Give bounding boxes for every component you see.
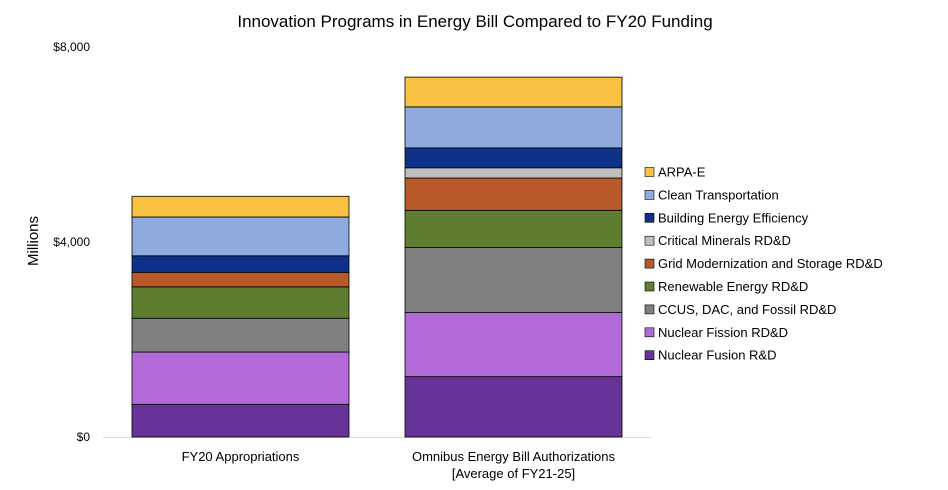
bar-segment <box>131 351 350 405</box>
legend: ARPA-E Clean Transportation Building Energ… <box>644 165 883 363</box>
legend-item: Renewable Energy RD&D <box>644 279 808 294</box>
legend-swatch <box>644 350 655 361</box>
y-tick-label: $0 <box>77 430 91 444</box>
category-label: [Average of FY21-25] <box>452 466 575 481</box>
bar-segment <box>404 209 623 248</box>
bar-segment <box>131 403 350 438</box>
bar-segment <box>131 195 350 218</box>
legend-item: Grid Modernization and Storage RD&D <box>644 256 883 271</box>
bar-segment <box>404 312 623 378</box>
y-axis-title: Millions <box>25 216 42 266</box>
legend-swatch <box>644 258 655 269</box>
legend-swatch <box>644 167 655 177</box>
bar-segment <box>131 255 350 273</box>
legend-item: Nuclear Fusion R&D <box>644 348 777 363</box>
y-tick-label: $4,000 <box>53 235 90 249</box>
legend-label: Critical Minerals RD&D <box>658 233 791 248</box>
legend-label: CCUS, DAC, and Fossil RD&D <box>658 302 836 317</box>
legend-label: Building Energy Efficiency <box>658 210 809 225</box>
category-labels: FY20 Appropriations Omnibus Energy Bill A… <box>182 449 616 481</box>
legend-item: CCUS, DAC, and Fossil RD&D <box>644 302 836 317</box>
legend-swatch <box>644 304 655 315</box>
bar-segment <box>131 216 350 257</box>
legend-label: Renewable Energy RD&D <box>658 279 808 294</box>
legend-swatch <box>644 327 655 338</box>
category-label: Omnibus Energy Bill Authorizations <box>412 449 616 464</box>
category-label: FY20 Appropriations <box>182 449 300 464</box>
bar-segment <box>404 167 623 179</box>
legend-item: Nuclear Fission RD&D <box>644 325 788 340</box>
bar-segment <box>404 376 623 438</box>
legend-label: Nuclear Fusion R&D <box>658 348 777 363</box>
legend-swatch <box>644 281 655 292</box>
chart-title: Innovation Programs in Energy Bill Compa… <box>237 12 712 31</box>
bar-segment <box>131 271 350 288</box>
legend-swatch <box>644 235 655 246</box>
legend-label: Grid Modernization and Storage RD&D <box>658 256 883 271</box>
bar-segment <box>404 76 623 108</box>
legend-swatch <box>644 190 655 200</box>
bar-segment <box>404 106 623 149</box>
legend-label: ARPA-E <box>658 165 706 180</box>
bar-segment <box>404 177 623 211</box>
bar-segment <box>404 147 623 169</box>
y-tick-label: $8,000 <box>53 40 90 54</box>
bar-segment <box>131 286 350 319</box>
bar-stacks <box>131 76 623 438</box>
bar-segment <box>131 317 350 353</box>
legend-label: Clean Transportation <box>658 187 779 202</box>
y-tick-labels: $0 $4,000 $8,000 <box>53 40 90 444</box>
legend-label: Nuclear Fission RD&D <box>658 325 788 340</box>
legend-item: Building Energy Efficiency <box>644 210 809 225</box>
legend-swatch <box>644 213 655 223</box>
legend-item: Critical Minerals RD&D <box>644 233 791 248</box>
legend-item: Clean Transportation <box>644 187 779 202</box>
bar-segment <box>404 247 623 313</box>
legend-item: ARPA-E <box>644 165 706 180</box>
